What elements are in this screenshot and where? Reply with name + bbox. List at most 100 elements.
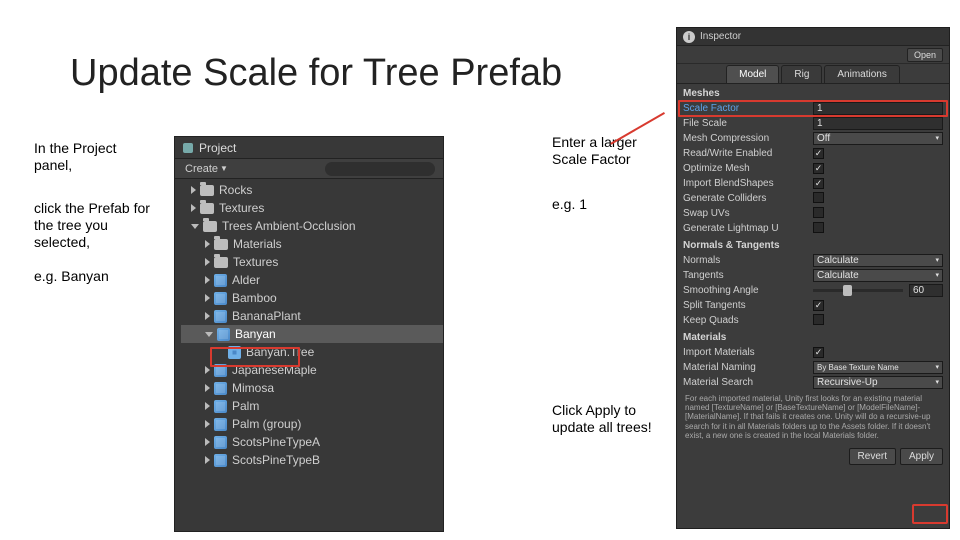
tree-item-palm[interactable]: Palm (181, 397, 443, 415)
project-tab-label[interactable]: Project (199, 141, 236, 155)
tree-item-palm-group-[interactable]: Palm (group) (181, 415, 443, 433)
tree-item-label: Trees Ambient-Occlusion (222, 219, 356, 233)
tree-item-label: JapaneseMaple (232, 363, 317, 377)
tree-item-mimosa[interactable]: Mimosa (181, 379, 443, 397)
checkbox-read-write[interactable]: ✓ (813, 148, 824, 159)
tree-item-label: Bamboo (232, 291, 277, 305)
revert-button[interactable]: Revert (849, 448, 896, 465)
tree-item-scotspinetypea[interactable]: ScotsPineTypeA (181, 433, 443, 451)
tree-item-banyan-tree[interactable]: Banyan.Tree (181, 343, 443, 361)
tree-item-trees-ambient-occlusion[interactable]: Trees Ambient-Occlusion (181, 217, 443, 235)
row-import-blend: Import BlendShapes ✓ (677, 176, 949, 191)
label-import-blend: Import BlendShapes (683, 178, 813, 189)
annotation-eg-banyan: e.g. Banyan (34, 268, 154, 285)
value-smoothing-angle[interactable]: 60 (909, 284, 943, 297)
label-generate-lightmap: Generate Lightmap U (683, 223, 813, 234)
label-swap-uvs: Swap UVs (683, 208, 813, 219)
tree-item-bamboo[interactable]: Bamboo (181, 289, 443, 307)
label-read-write: Read/Write Enabled (683, 148, 813, 159)
expand-arrow-icon[interactable] (205, 402, 210, 410)
checkbox-split-tangents[interactable]: ✓ (813, 300, 824, 311)
tree-item-bananaplant[interactable]: BananaPlant (181, 307, 443, 325)
expand-arrow-icon[interactable] (205, 384, 210, 392)
prefab-icon (214, 364, 227, 377)
row-split-tangents: Split Tangents ✓ (677, 298, 949, 313)
row-optimize-mesh: Optimize Mesh ✓ (677, 161, 949, 176)
tree-item-materials[interactable]: Materials (181, 235, 443, 253)
tree-item-japanesemaple[interactable]: JapaneseMaple (181, 361, 443, 379)
slider-smoothing-angle[interactable] (813, 289, 903, 292)
expand-arrow-icon[interactable] (205, 456, 210, 464)
tree-item-scotspinetypeb[interactable]: ScotsPineTypeB (181, 451, 443, 469)
label-import-materials: Import Materials (683, 347, 813, 358)
expand-arrow-icon[interactable] (191, 204, 196, 212)
row-material-search: Material Search Recursive-Up▾ (677, 375, 949, 390)
tab-animations[interactable]: Animations (824, 65, 899, 83)
section-normals-tangents: Normals & Tangents (677, 236, 949, 253)
expand-arrow-icon[interactable] (205, 294, 210, 302)
tree-item-label: Alder (232, 273, 260, 287)
checkbox-swap-uvs[interactable] (813, 207, 824, 218)
expand-arrow-icon[interactable] (205, 312, 210, 320)
annotation-project-panel: In the Project panel, (34, 140, 154, 174)
tree-item-rocks[interactable]: Rocks (181, 181, 443, 199)
prefab-icon (214, 274, 227, 287)
checkbox-keep-quads[interactable] (813, 314, 824, 325)
checkbox-generate-colliders[interactable] (813, 192, 824, 203)
slide-title: Update Scale for Tree Prefab (70, 52, 562, 95)
annotation-eg-1: e.g. 1 (552, 196, 632, 213)
tree-item-textures[interactable]: Textures (181, 199, 443, 217)
label-keep-quads: Keep Quads (683, 315, 813, 326)
checkbox-import-materials[interactable]: ✓ (813, 347, 824, 358)
row-tangents: Tangents Calculate▾ (677, 268, 949, 283)
expand-arrow-icon[interactable] (191, 224, 199, 229)
tab-model[interactable]: Model (726, 65, 779, 83)
annotation-click-prefab: click the Prefab for the tree you select… (34, 200, 164, 250)
tree-item-label: Mimosa (232, 381, 274, 395)
create-dropdown-icon[interactable]: ▼ (220, 164, 228, 173)
tree-item-textures[interactable]: Textures (181, 253, 443, 271)
tree-item-label: BananaPlant (232, 309, 301, 323)
inspector-tabbar: i Inspector (677, 28, 949, 46)
folder-icon (214, 257, 228, 268)
folder-icon (200, 185, 214, 196)
create-button[interactable]: Create (185, 163, 218, 175)
checkbox-generate-lightmap[interactable] (813, 222, 824, 233)
apply-button[interactable]: Apply (900, 448, 943, 465)
label-normals: Normals (683, 255, 813, 266)
expand-arrow-icon[interactable] (191, 186, 196, 194)
folder-icon (214, 239, 228, 250)
checkbox-import-blend[interactable]: ✓ (813, 178, 824, 189)
expand-arrow-icon[interactable] (205, 366, 210, 374)
expand-arrow-icon[interactable] (205, 438, 210, 446)
dropdown-material-naming[interactable]: By Base Texture Name▾ (813, 361, 943, 374)
tab-rig[interactable]: Rig (781, 65, 822, 83)
label-file-scale: File Scale (683, 118, 813, 129)
tree-item-label: Banyan (235, 327, 276, 341)
dropdown-tangents[interactable]: Calculate▾ (813, 269, 943, 282)
project-tab-icon (183, 143, 193, 153)
inspector-tab-label[interactable]: Inspector (700, 31, 741, 42)
project-search-input[interactable] (325, 162, 435, 176)
expand-arrow-icon[interactable] (205, 420, 210, 428)
value-file-scale: 1 (813, 117, 943, 130)
open-button[interactable]: Open (907, 48, 943, 62)
prefab-icon (214, 292, 227, 305)
tree-item-banyan[interactable]: Banyan (181, 325, 443, 343)
inspector-open-row: Open (677, 46, 949, 64)
expand-arrow-icon[interactable] (205, 276, 210, 284)
dropdown-normals[interactable]: Calculate▾ (813, 254, 943, 267)
dropdown-material-search[interactable]: Recursive-Up▾ (813, 376, 943, 389)
expand-arrow-icon[interactable] (205, 258, 210, 266)
tree-item-label: Rocks (219, 183, 252, 197)
expand-arrow-icon[interactable] (205, 240, 210, 248)
annotation-click-apply: Click Apply to update all trees! (552, 402, 682, 436)
label-mesh-compression: Mesh Compression (683, 133, 813, 144)
dropdown-mesh-compression[interactable]: Off▾ (813, 132, 943, 145)
checkbox-optimize-mesh[interactable]: ✓ (813, 163, 824, 174)
expand-arrow-icon[interactable] (205, 332, 213, 337)
prefab-icon (214, 436, 227, 449)
row-read-write: Read/Write Enabled ✓ (677, 146, 949, 161)
row-generate-lightmap: Generate Lightmap U (677, 221, 949, 236)
tree-item-alder[interactable]: Alder (181, 271, 443, 289)
